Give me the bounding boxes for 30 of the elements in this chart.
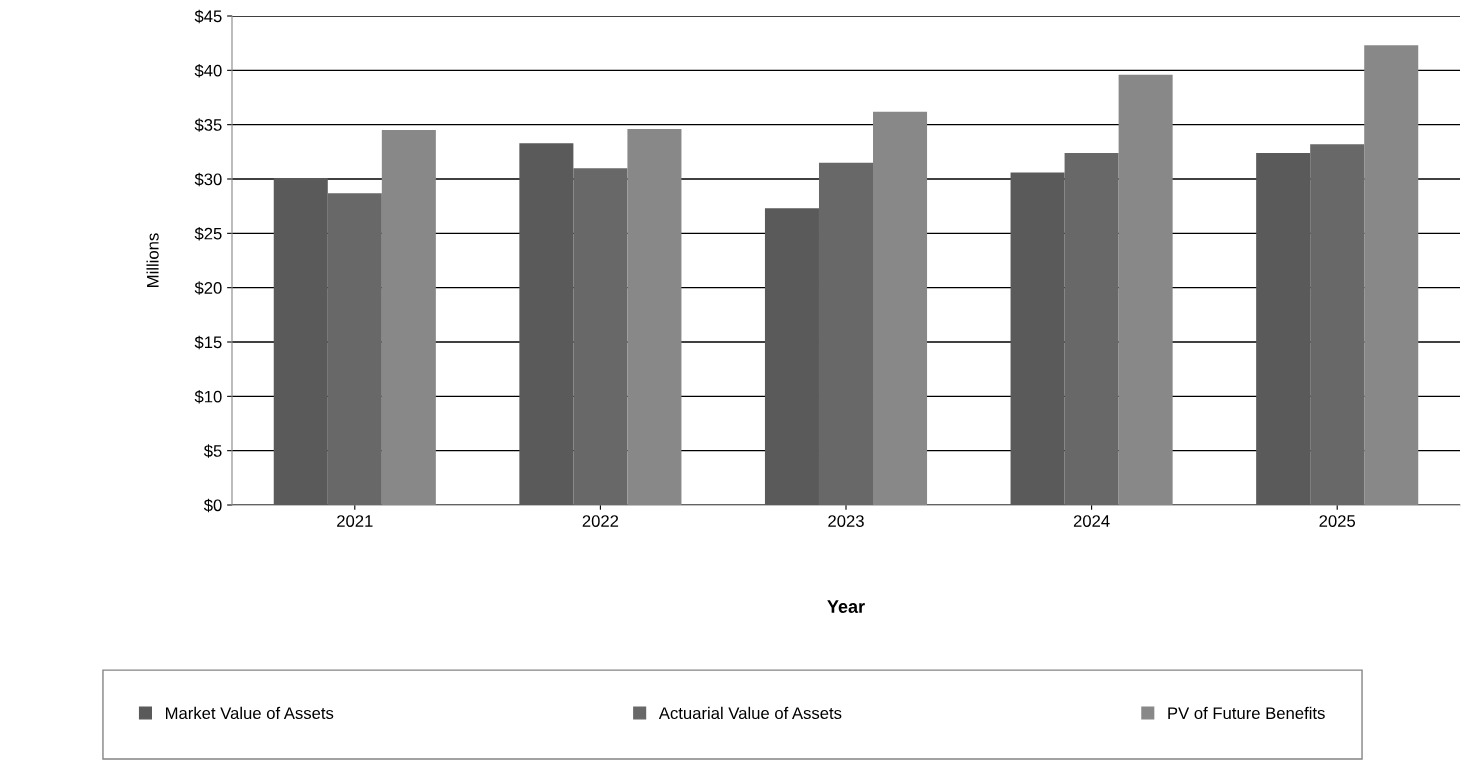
- bar: [573, 168, 628, 505]
- y-tick-label: $15: [194, 335, 222, 350]
- bar: [327, 193, 382, 505]
- y-tick-label: $40: [194, 64, 222, 78]
- legend-label: Actuarial Value of Assets: [658, 706, 842, 720]
- bar: [273, 177, 328, 505]
- y-tick-label: $5: [203, 444, 222, 458]
- x-tick-label: 2024: [1073, 515, 1110, 527]
- y-tick-label: $45: [194, 9, 222, 24]
- x-axis-title: Year: [827, 600, 865, 613]
- bar: [519, 143, 574, 505]
- x-tick-label: 2023: [828, 515, 864, 527]
- bar: [1256, 152, 1311, 505]
- y-axis-title: Millions: [146, 233, 159, 287]
- bar: [764, 208, 819, 505]
- legend-label: Market Value of Assets: [165, 706, 334, 720]
- y-tick-label: $25: [194, 227, 222, 241]
- y-tick-label: $10: [194, 390, 222, 404]
- y-tick-label: $0: [203, 498, 222, 513]
- y-tick-label: $30: [194, 172, 222, 187]
- bar: [818, 162, 874, 505]
- legend-label: PV of Future Benefits: [1168, 706, 1325, 720]
- bar: [1310, 144, 1365, 505]
- x-tick-label: 2022: [582, 515, 619, 527]
- bar: [1064, 152, 1119, 505]
- x-tick-label: 2025: [1319, 515, 1356, 527]
- y-tick-label: $20: [194, 281, 222, 295]
- bar: [1010, 172, 1065, 505]
- y-tick-label: $35: [194, 118, 222, 132]
- x-tick-label: 2021: [337, 515, 373, 527]
